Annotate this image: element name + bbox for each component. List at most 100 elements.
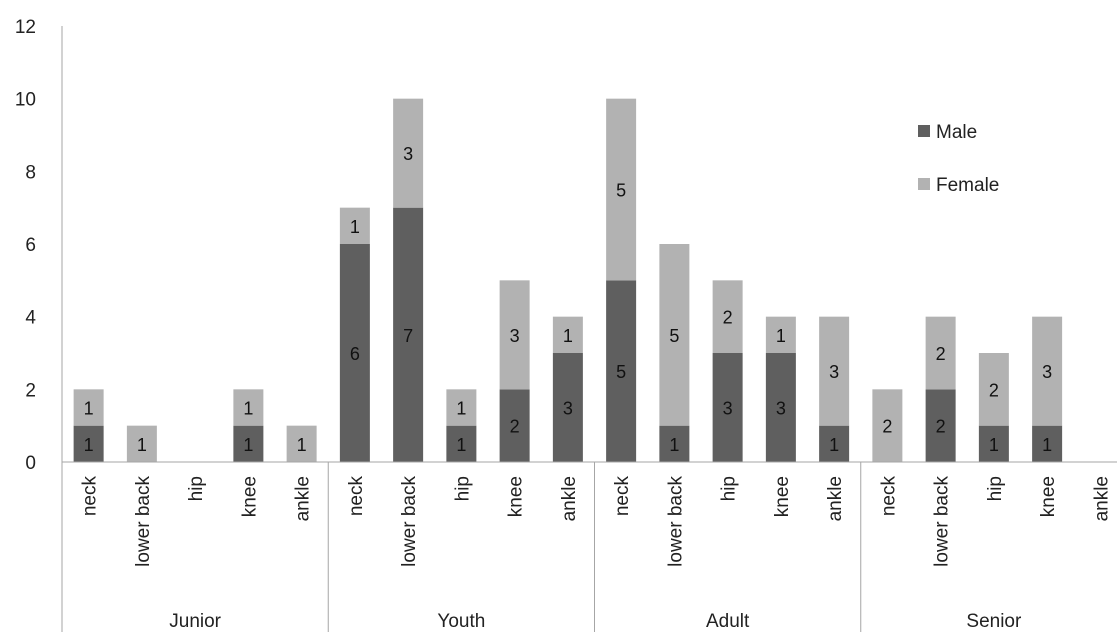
legend-swatch-male <box>918 125 930 137</box>
x-category-label: hip <box>186 476 207 501</box>
bar-male <box>712 353 743 462</box>
data-label-female: 2 <box>723 308 733 328</box>
y-tick-label: 8 <box>25 162 36 183</box>
bar-female <box>765 316 796 353</box>
bar-female <box>659 244 690 426</box>
x-category-label: neck <box>346 476 367 517</box>
data-label-female: 1 <box>137 435 147 455</box>
legend-swatch-female <box>918 178 930 190</box>
x-category-label: knee <box>772 476 793 517</box>
data-label-male: 1 <box>1042 435 1052 455</box>
bar-female <box>552 316 583 353</box>
data-label-male: 5 <box>616 362 626 382</box>
data-label-male: 1 <box>989 435 999 455</box>
data-label-male: 1 <box>243 435 253 455</box>
y-tick-label: 4 <box>25 308 36 329</box>
bar-male <box>819 425 850 462</box>
bar-female <box>499 280 530 390</box>
y-tick-label: 10 <box>15 90 36 111</box>
x-category-label: lower back <box>399 476 420 567</box>
data-label-female: 1 <box>456 399 466 419</box>
x-category-label: hip <box>452 476 473 501</box>
y-tick-label: 6 <box>25 235 36 256</box>
bar-female <box>73 389 104 426</box>
bar-female <box>393 98 424 208</box>
x-category-label: ankle <box>825 476 846 521</box>
bar-female <box>872 389 903 462</box>
x-category-label: hip <box>985 476 1006 501</box>
bar-male <box>499 389 530 462</box>
bar-male <box>765 353 796 462</box>
data-label-female: 3 <box>829 362 839 382</box>
y-tick-label: 12 <box>15 17 36 38</box>
data-label-female: 5 <box>669 326 679 346</box>
data-label-female: 3 <box>510 326 520 346</box>
bar-male <box>393 207 424 462</box>
x-group-label: Junior <box>169 611 221 632</box>
data-label-female: 1 <box>297 435 307 455</box>
bar-female <box>126 425 157 462</box>
bar-male <box>659 425 690 462</box>
bar-female <box>339 207 370 244</box>
bar-male <box>606 280 637 462</box>
bar-male <box>339 244 370 462</box>
bar-female <box>978 353 1009 426</box>
bar-female <box>606 98 637 281</box>
data-label-female: 1 <box>84 399 94 419</box>
x-category-label: neck <box>878 476 899 517</box>
x-category-label: ankle <box>293 476 314 521</box>
x-group-label: Senior <box>966 611 1022 632</box>
x-category-label: ankle <box>1091 476 1112 521</box>
x-axis: neck lower back hip knee ankle Junior neck lowe… <box>61 461 1117 632</box>
bar-female <box>819 316 850 426</box>
data-label-female: 3 <box>1042 362 1052 382</box>
bar-male <box>978 425 1009 462</box>
bar-male <box>925 389 956 462</box>
data-label-female: 3 <box>403 144 413 164</box>
data-label-female: 5 <box>616 181 626 201</box>
data-label-female: 1 <box>563 326 573 346</box>
bar-female <box>1032 316 1063 426</box>
y-tick-label: 0 <box>25 453 36 474</box>
data-label-male: 3 <box>776 399 786 419</box>
bar-male <box>73 425 104 462</box>
x-category-label: knee <box>239 476 260 517</box>
data-label-male: 2 <box>510 417 520 437</box>
data-label-male: 1 <box>84 435 94 455</box>
x-category-label: lower back <box>133 476 154 567</box>
data-label-male: 3 <box>723 399 733 419</box>
data-label-female: 1 <box>243 399 253 419</box>
bar-female <box>925 316 956 390</box>
data-label-male: 7 <box>403 326 413 346</box>
x-category-label: ankle <box>559 476 580 521</box>
data-label-male: 2 <box>936 417 946 437</box>
bar-male <box>1032 425 1063 462</box>
data-label-male: 1 <box>829 435 839 455</box>
legend-label-male: Male <box>936 122 977 143</box>
data-label-male: 1 <box>456 435 466 455</box>
bar-female <box>233 389 264 426</box>
bar-male <box>446 425 477 462</box>
data-label-male: 1 <box>669 435 679 455</box>
data-label-female: 1 <box>776 326 786 346</box>
data-label-male: 3 <box>563 399 573 419</box>
x-category-label: knee <box>506 476 527 517</box>
x-category-label: lower back <box>932 476 953 567</box>
x-category-label: neck <box>612 476 633 517</box>
data-label-female: 2 <box>936 344 946 364</box>
bar-male <box>552 353 583 462</box>
data-label-female: 1 <box>350 217 360 237</box>
y-tick-label: 2 <box>25 380 36 401</box>
legend-label-female: Female <box>936 175 999 196</box>
x-category-label: knee <box>1038 476 1059 517</box>
bar-female <box>286 425 317 462</box>
x-category-label: neck <box>80 476 101 517</box>
x-category-label: hip <box>719 476 740 501</box>
legend: Male Female <box>918 122 999 196</box>
y-axis: 0 2 4 6 8 10 12 <box>15 17 63 474</box>
x-group-label: Adult <box>706 611 750 632</box>
x-group-label: Youth <box>437 611 485 632</box>
data-label-female: 2 <box>989 380 999 400</box>
